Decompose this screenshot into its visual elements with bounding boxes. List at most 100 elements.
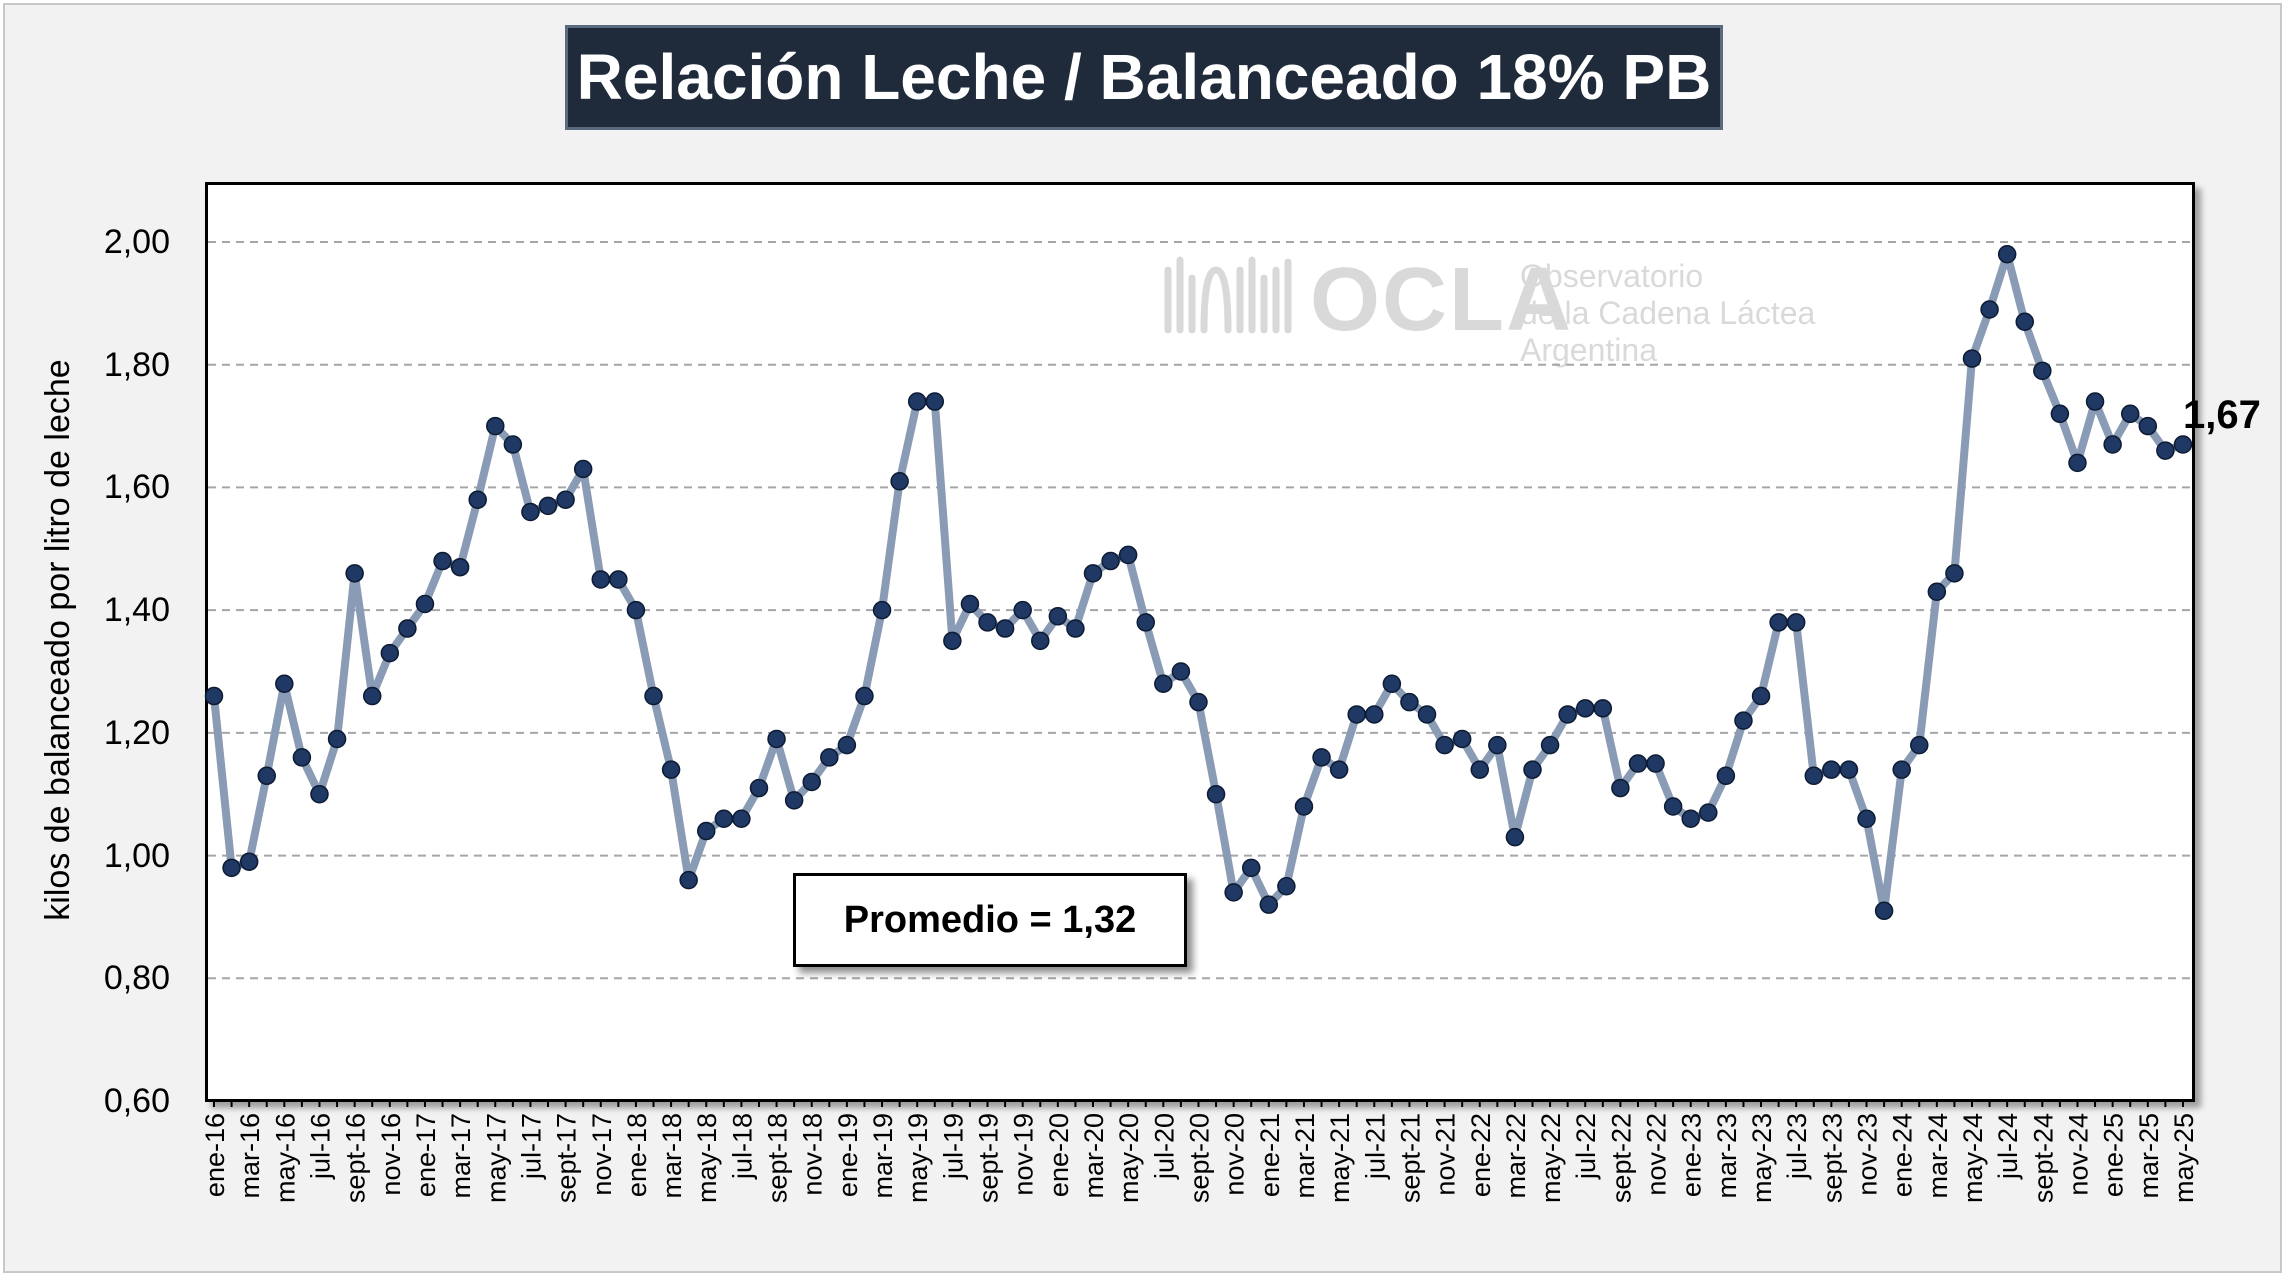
x-tick-label: may-23	[1747, 1113, 1777, 1203]
x-tick-label: mar-23	[1712, 1113, 1742, 1199]
data-point	[345, 564, 364, 583]
data-point	[1980, 300, 1999, 319]
data-point	[1822, 760, 1841, 779]
x-tick-label: may-24	[1958, 1113, 1988, 1203]
data-point	[925, 392, 945, 411]
data-point	[960, 594, 980, 614]
data-point	[1681, 809, 1700, 829]
x-tick-label: sept-24	[2028, 1113, 2058, 1203]
data-point	[1400, 692, 1419, 712]
data-point	[380, 643, 400, 663]
data-point	[2120, 404, 2140, 424]
x-tick-label: may-22	[1536, 1113, 1566, 1203]
data-point	[1224, 883, 1243, 902]
data-point	[943, 631, 962, 651]
data-point	[1259, 895, 1279, 914]
data-point	[521, 502, 540, 522]
data-point	[1101, 551, 1120, 571]
x-tick-label: mar-18	[657, 1113, 687, 1199]
data-point	[1910, 735, 1929, 755]
data-point	[1154, 674, 1173, 694]
data-point	[1769, 613, 1788, 632]
data-point	[1874, 901, 1894, 921]
ocla-watermark: OCLA Observatorio de la Cadena Láctea Ar…	[1160, 250, 1820, 370]
watermark-brand: OCLA	[1310, 250, 1573, 350]
data-point	[1540, 735, 1560, 755]
data-point	[1927, 582, 1947, 601]
watermark-text: Observatorio de la Cadena Láctea Argenti…	[1520, 258, 1815, 369]
data-point	[2050, 404, 2070, 424]
ocla-logo-icon	[1164, 256, 1292, 334]
x-tick-label: ene-19	[833, 1113, 863, 1197]
x-tick-label: nov-16	[376, 1113, 406, 1196]
data-point	[1558, 705, 1577, 724]
data-point	[784, 791, 804, 810]
x-tick-label: sept-19	[974, 1113, 1004, 1203]
x-tick-label: sept-22	[1606, 1113, 1636, 1203]
x-tick-label: may-17	[481, 1113, 511, 1203]
data-point	[749, 778, 769, 798]
data-point	[1013, 600, 1032, 620]
watermark-line-2: de la Cadena Láctea	[1520, 295, 1816, 331]
watermark-line-3: Argentina	[1520, 332, 1657, 368]
data-point	[2138, 416, 2158, 436]
y-tick-label: 2,00	[103, 223, 170, 261]
data-point	[1329, 760, 1349, 779]
data-point	[1734, 711, 1753, 730]
data-point	[1277, 877, 1296, 896]
data-point	[995, 619, 1015, 638]
x-tick-label: may-25	[2169, 1113, 2199, 1203]
data-point	[696, 821, 716, 841]
data-point	[1997, 245, 2017, 264]
x-tick-label: nov-17	[587, 1113, 617, 1196]
data-point	[433, 551, 452, 571]
data-point	[1347, 705, 1366, 724]
data-point	[1646, 754, 1665, 773]
data-point	[820, 748, 839, 767]
x-tick-label: nov-21	[1431, 1113, 1461, 1196]
data-point	[2085, 392, 2105, 411]
data-point	[327, 729, 347, 749]
data-point	[1136, 613, 1155, 632]
data-point	[2173, 435, 2193, 454]
x-tick-label: jul-17	[516, 1113, 546, 1180]
data-point	[1206, 784, 1226, 804]
data-point	[1945, 564, 1964, 583]
data-point	[1857, 809, 1876, 829]
y-tick-label: 0,60	[103, 1082, 170, 1120]
data-point	[1611, 778, 1630, 798]
data-point	[802, 772, 821, 792]
data-point	[1663, 797, 1683, 816]
data-point	[1048, 607, 1068, 626]
x-tick-label: jul-20	[1149, 1113, 1179, 1180]
x-tick-label: ene-24	[1888, 1113, 1918, 1197]
data-point	[2103, 435, 2122, 454]
data-point	[2033, 361, 2052, 381]
x-tick-label: mar-25	[2134, 1113, 2164, 1199]
x-tick-label: mar-17	[446, 1113, 476, 1199]
x-tick-label: may-21	[1325, 1113, 1355, 1203]
data-point	[1962, 349, 1982, 368]
data-point	[398, 619, 417, 638]
x-tick-label: mar-19	[868, 1113, 898, 1199]
x-tick-label: jul-22	[1571, 1113, 1601, 1180]
data-point	[1699, 803, 1718, 822]
data-point	[714, 809, 734, 829]
data-point	[222, 858, 241, 878]
data-point	[292, 748, 312, 767]
data-point	[1470, 760, 1490, 779]
x-tick-label: sept-17	[552, 1113, 582, 1203]
data-point	[1751, 686, 1771, 706]
data-point	[1189, 692, 1208, 712]
data-point	[591, 570, 611, 589]
x-tick-label: ene-16	[200, 1113, 230, 1197]
x-tick-label: ene-18	[622, 1113, 652, 1197]
x-tick-label: sept-21	[1395, 1113, 1425, 1203]
x-tick-label: mar-16	[235, 1113, 265, 1199]
data-point	[1716, 766, 1736, 786]
data-point	[1312, 748, 1331, 767]
x-tick-label: may-18	[692, 1113, 722, 1203]
data-point	[204, 686, 224, 706]
data-point	[1628, 754, 1648, 773]
